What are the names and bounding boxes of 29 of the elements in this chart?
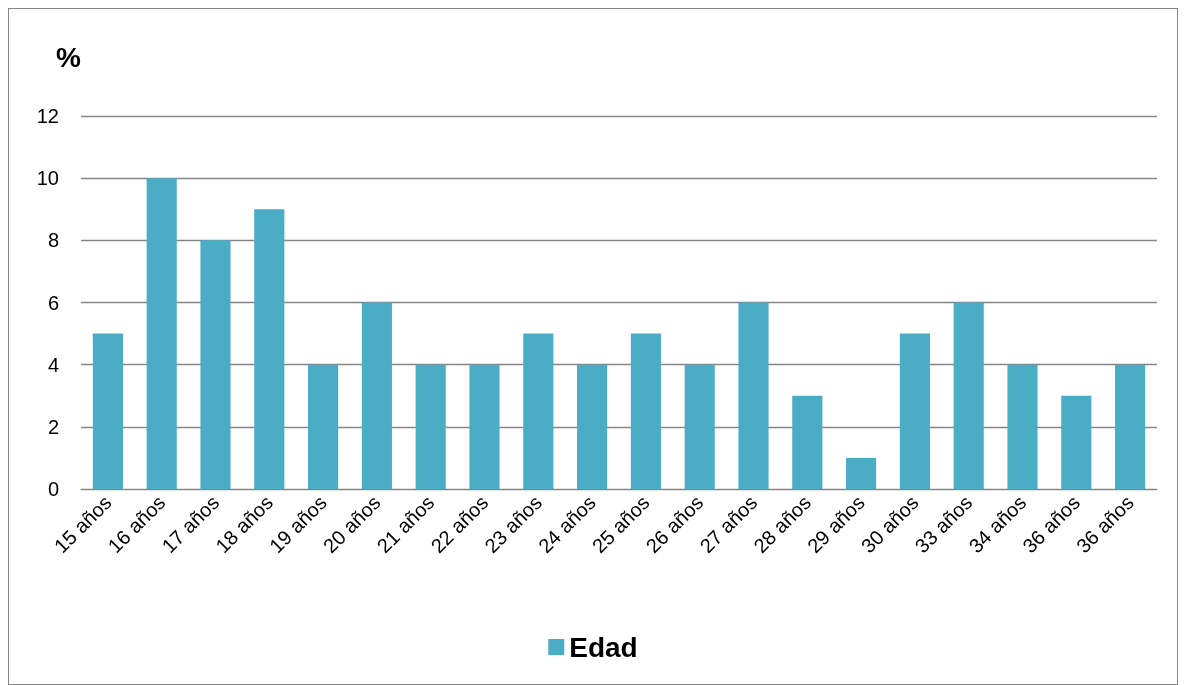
bar [200, 240, 231, 489]
bar [899, 333, 930, 489]
y-tick-label: 12 [36, 105, 59, 127]
bar [1007, 364, 1038, 489]
bar [92, 333, 123, 489]
y-tick-label: 6 [47, 291, 59, 314]
bar [308, 364, 339, 489]
bar [469, 364, 500, 489]
bar [254, 209, 285, 489]
bar [415, 364, 446, 489]
bar [577, 364, 608, 489]
bar [523, 333, 554, 489]
y-tick-label: 2 [47, 415, 59, 438]
bar [361, 302, 392, 489]
bar [953, 302, 984, 489]
bar [1061, 395, 1092, 489]
bar [1115, 364, 1146, 489]
bar [738, 302, 769, 489]
y-tick-label: 10 [36, 167, 59, 190]
bar [792, 395, 823, 489]
bar [630, 333, 661, 489]
y-tick-label: 0 [47, 478, 59, 500]
bar [146, 178, 177, 489]
y-axis-title: % [56, 41, 82, 73]
bar [684, 364, 715, 489]
legend-label: Edad [569, 631, 638, 663]
y-tick-label: 4 [47, 353, 59, 376]
y-tick-label: 8 [47, 229, 59, 252]
bar [846, 457, 877, 489]
